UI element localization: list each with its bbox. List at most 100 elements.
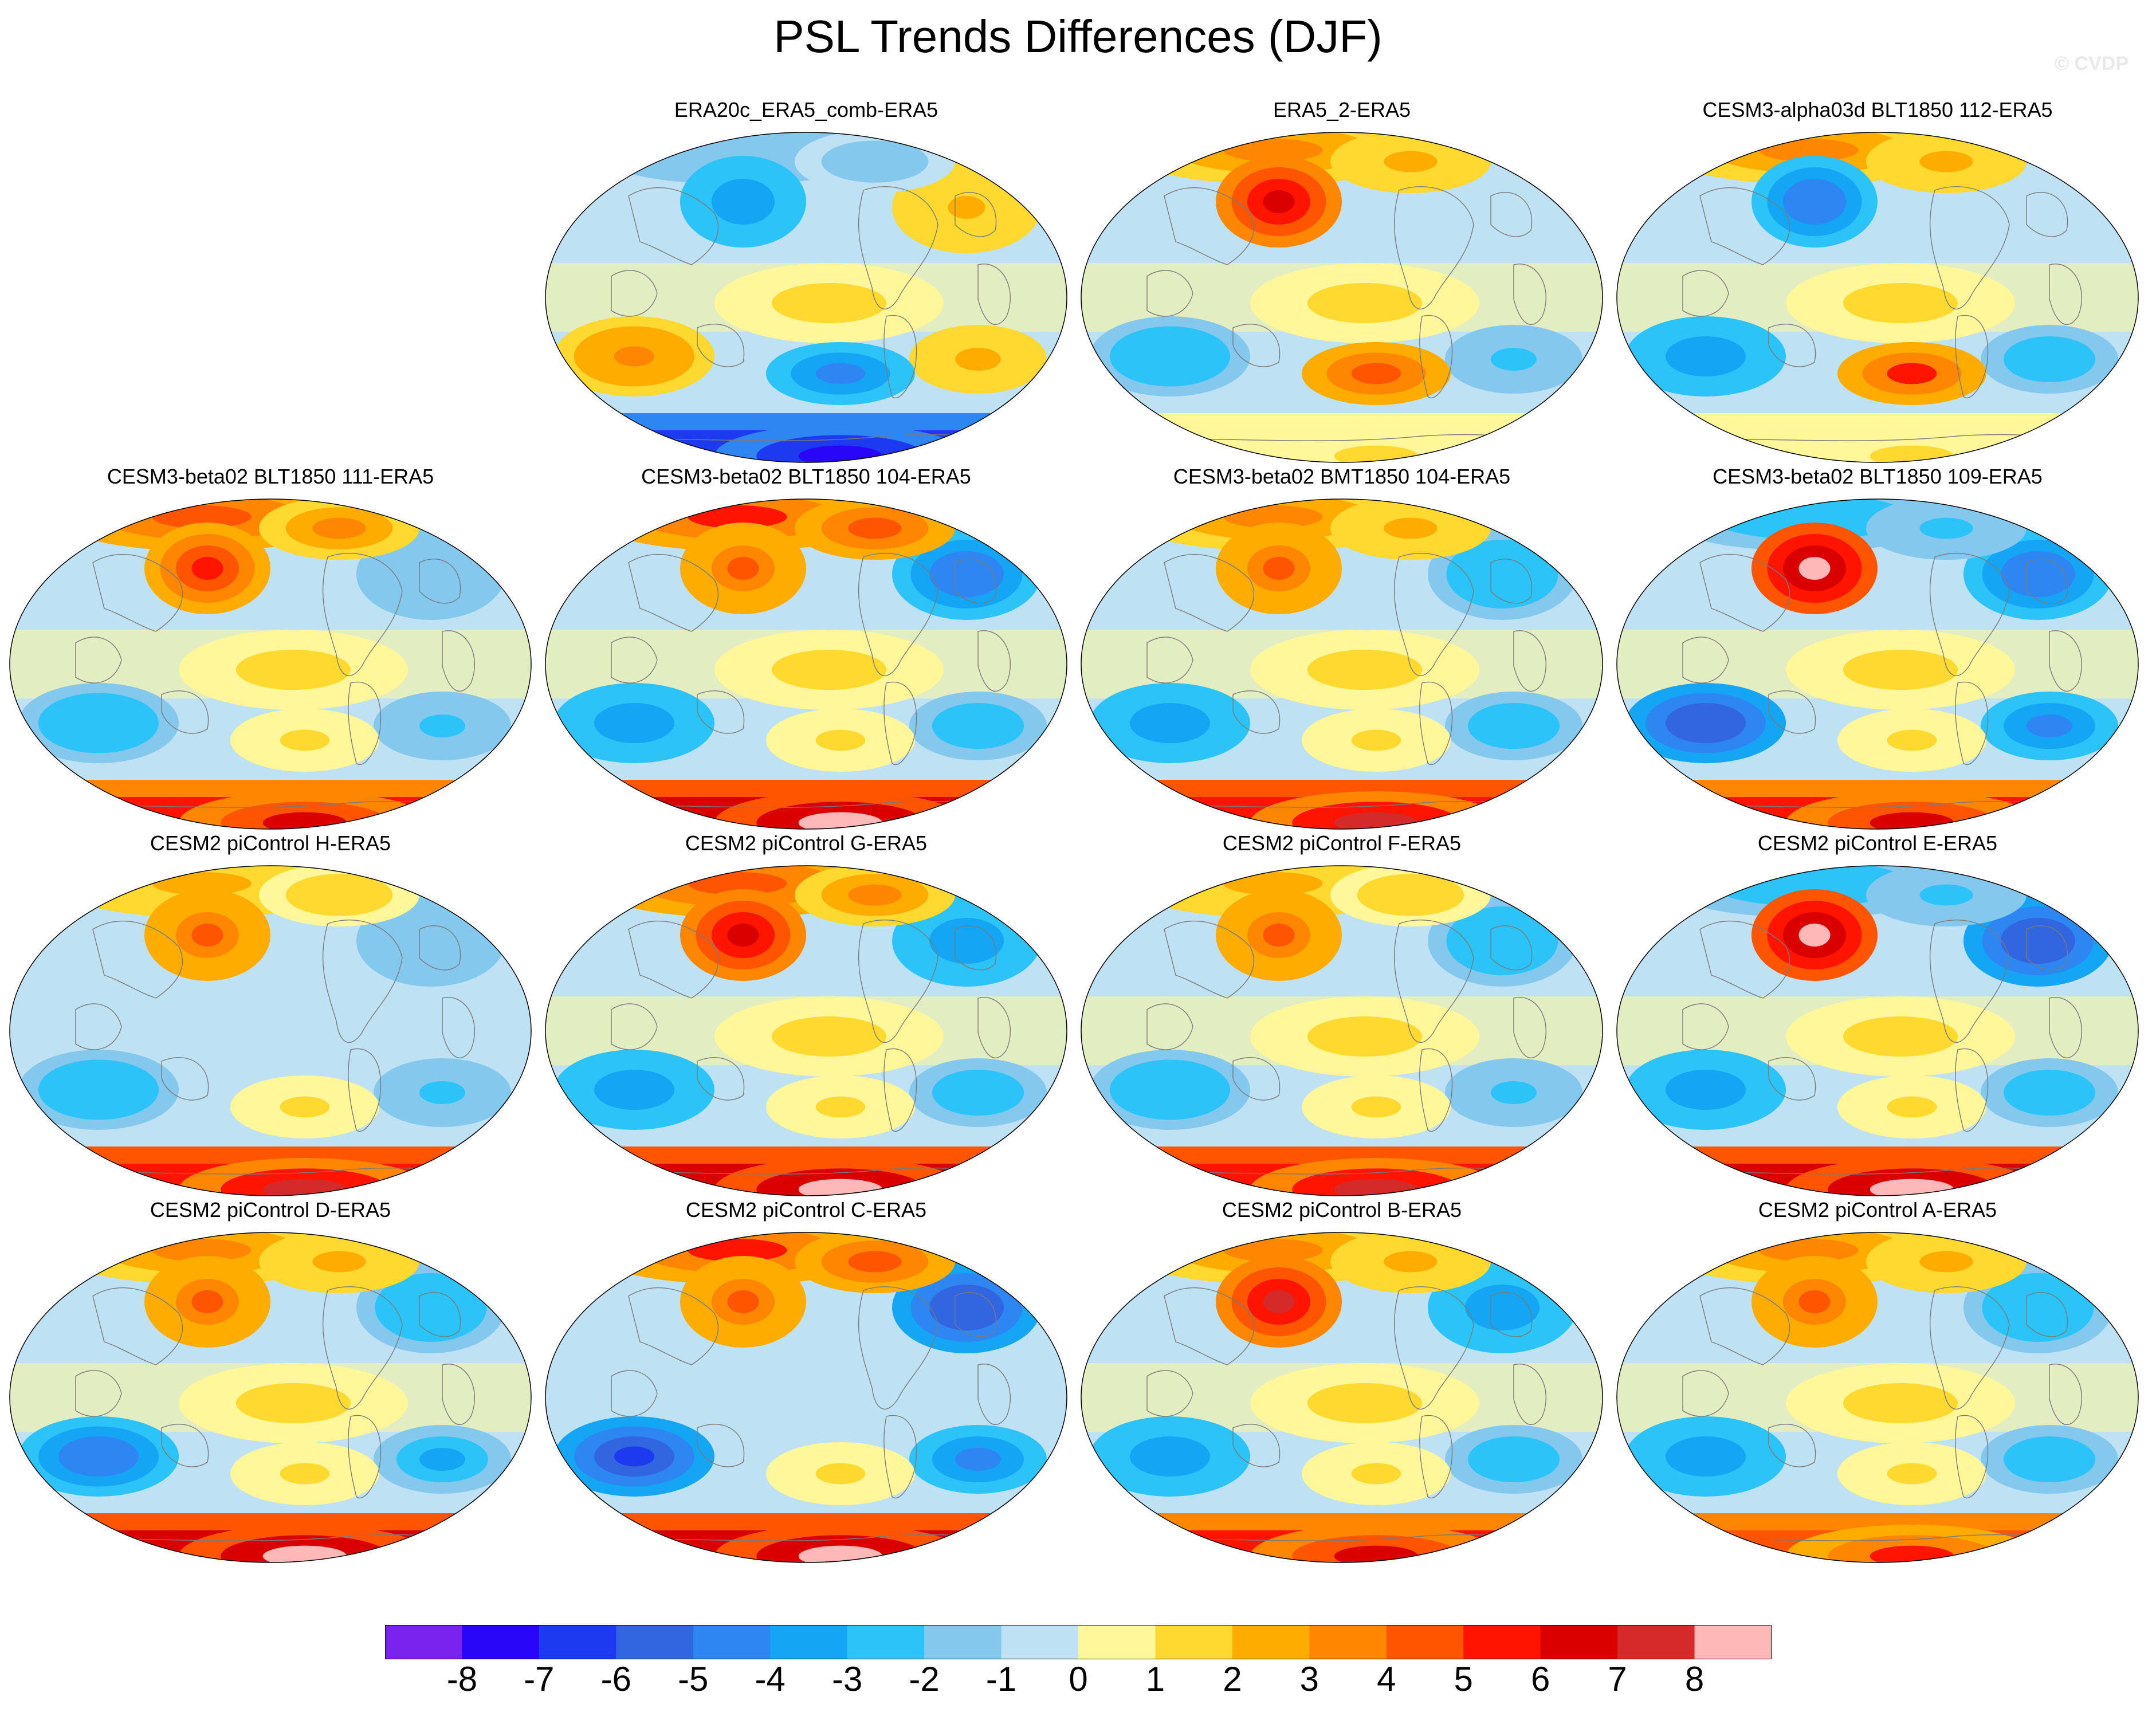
south-atlantic-feature xyxy=(280,1096,330,1118)
south-pacific-feature xyxy=(1686,1079,1726,1100)
map-svg xyxy=(1081,1232,1603,1563)
south-atlantic-feature xyxy=(1887,1096,1937,1118)
coastline xyxy=(1419,1415,1453,1499)
arctic-feature xyxy=(688,139,787,162)
north-pacific-feature xyxy=(727,557,759,580)
coastline xyxy=(1929,553,2010,677)
map-outline xyxy=(1081,1232,1603,1563)
map-panel: CESM3-beta02 BLT1850 109-ERA5 xyxy=(1614,464,2141,837)
arctic-feature xyxy=(1223,1239,1323,1262)
coastline xyxy=(1929,186,2010,310)
south-pacific-feature xyxy=(1150,1079,1190,1100)
south-indian-feature xyxy=(955,1448,1001,1471)
map-panel: CESM2 piControl G-ERA5 xyxy=(543,831,1070,1203)
south-atlantic-feature xyxy=(1351,363,1401,384)
antarctic-max xyxy=(1334,1179,1419,1196)
eurasia-feature xyxy=(1919,151,1973,172)
coastline xyxy=(611,1003,658,1050)
south-atlantic-feature xyxy=(815,1463,866,1485)
eurasia-feature xyxy=(1384,151,1438,172)
colorbar xyxy=(385,1625,1772,1659)
antarctic-max xyxy=(1870,1179,1954,1196)
coastline xyxy=(1164,1287,1255,1365)
north-pacific-feature xyxy=(1798,1290,1831,1313)
panel-title: CESM3-alpha03d BLT1850 112-ERA5 xyxy=(1702,98,2053,121)
coastline xyxy=(1419,1048,1453,1132)
colorbar-tick-label: -3 xyxy=(831,1660,863,1698)
north-pacific-feature xyxy=(727,1290,759,1313)
tropical-feature xyxy=(1843,1383,1958,1423)
south-atlantic-feature xyxy=(815,1096,866,1118)
south-pacific-feature xyxy=(78,1446,119,1467)
north-atlantic-feature xyxy=(948,929,985,952)
map-outline xyxy=(1616,132,2139,463)
north-atlantic-feature xyxy=(1483,929,1521,952)
north-atlantic-feature xyxy=(2019,196,2057,219)
map-outline xyxy=(1081,865,1603,1196)
arctic-feature xyxy=(152,505,252,528)
coastline xyxy=(1164,553,1255,632)
tropical-feature xyxy=(772,650,886,690)
coastline xyxy=(628,1287,719,1365)
panel-title: CESM2 piControl D-ERA5 xyxy=(150,1198,391,1222)
colorbar-tick-label: 1 xyxy=(1145,1660,1165,1698)
map-outline xyxy=(1616,498,2139,830)
colorbar-swatch xyxy=(770,1625,848,1659)
coastline xyxy=(858,1286,938,1410)
south-indian-feature xyxy=(955,714,1001,737)
coastline xyxy=(955,1292,997,1337)
coastline xyxy=(348,681,382,765)
map-svg xyxy=(1081,865,1603,1196)
coastline xyxy=(1682,270,1729,317)
colorbar-labels: -8 -7 -6 -5 -4 -3 -2 -1 0 1 2 3 4 5 6 7 8 xyxy=(0,1659,2156,1699)
coastline xyxy=(611,1370,658,1417)
panel-title: CESM2 piControl H-ERA5 xyxy=(150,831,391,855)
north-pacific-feature xyxy=(727,190,759,213)
colorbar-tick-label: 3 xyxy=(1299,1660,1319,1698)
coastline xyxy=(1393,186,1474,310)
south-pacific-feature xyxy=(1686,346,1726,367)
figure-title: PSL Trends Differences (DJF) xyxy=(773,11,1383,62)
coastline xyxy=(955,925,997,971)
coastline xyxy=(2026,192,2068,237)
coastline xyxy=(1232,1057,1281,1101)
panel-title: CESM2 piControl G-ERA5 xyxy=(685,831,928,855)
coastline xyxy=(1768,324,1816,367)
north-atlantic-feature xyxy=(412,929,450,952)
south-atlantic-feature xyxy=(815,363,866,384)
antarctic-max xyxy=(1870,1545,1954,1562)
coastline xyxy=(1164,187,1255,265)
coastline xyxy=(697,324,745,367)
arctic-feature xyxy=(1759,872,1859,895)
eurasia-feature xyxy=(1384,517,1438,539)
north-pacific-feature xyxy=(1263,557,1295,580)
coastline xyxy=(2049,630,2083,692)
south-atlantic-feature xyxy=(1887,729,1937,751)
map-svg xyxy=(545,865,1067,1196)
south-pacific-feature xyxy=(614,346,654,367)
coastline xyxy=(1513,997,1547,1059)
north-atlantic-feature xyxy=(2019,1296,2057,1319)
antarctic-max xyxy=(1334,812,1419,829)
south-atlantic-feature xyxy=(280,1463,330,1485)
coastline xyxy=(442,630,476,692)
antarctic-max xyxy=(262,812,347,829)
coastline xyxy=(1393,920,1474,1043)
eurasia-feature xyxy=(312,1251,366,1273)
north-pacific-feature xyxy=(1263,190,1295,213)
colorbar-tick-label: 4 xyxy=(1377,1660,1396,1698)
colorbar-tick-label: -6 xyxy=(600,1660,631,1698)
tropical-feature xyxy=(1843,1016,1958,1057)
coastline xyxy=(1955,315,1989,399)
eurasia-feature xyxy=(1919,884,1973,906)
map-svg xyxy=(1616,1232,2139,1563)
arctic-feature xyxy=(1223,872,1323,895)
coastline xyxy=(161,1424,209,1467)
coastline xyxy=(1768,690,1816,734)
coastline xyxy=(1513,264,1547,325)
coastline xyxy=(92,920,183,999)
panel-title: CESM2 piControl B-ERA5 xyxy=(1222,1198,1462,1222)
coastline xyxy=(1768,1424,1816,1467)
colorbar-tick-label: 7 xyxy=(1608,1660,1627,1698)
coastline xyxy=(419,925,461,971)
